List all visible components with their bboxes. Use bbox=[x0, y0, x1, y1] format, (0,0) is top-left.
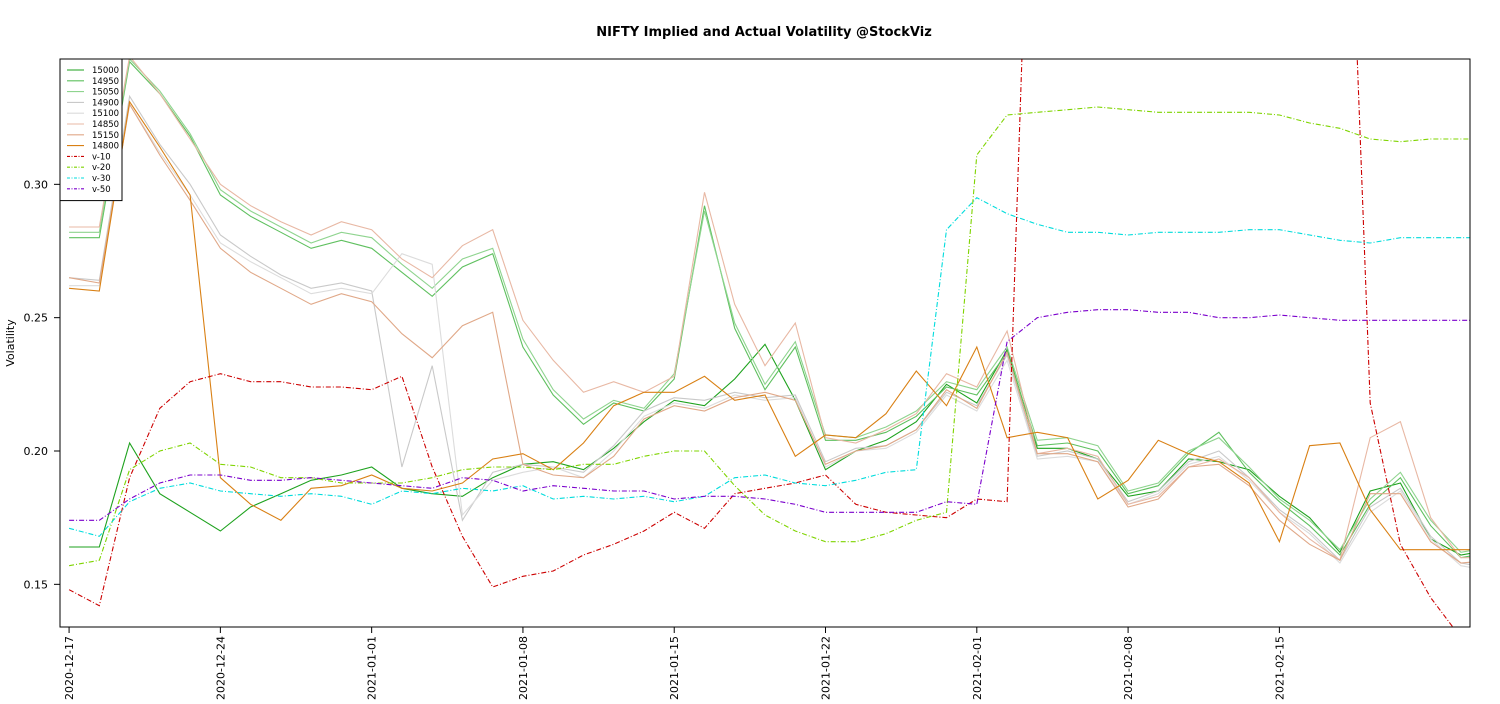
legend: 1500014950150501490015100148501515014800… bbox=[59, 58, 123, 202]
x-tick-label: 2021-02-01 bbox=[971, 636, 984, 700]
legend-label-15050: 15050 bbox=[92, 88, 119, 98]
y-tick-label: 0.30 bbox=[24, 178, 49, 191]
series-line-15000 bbox=[69, 343, 1470, 556]
series-line-15100 bbox=[69, 102, 1470, 568]
x-tick-label: 2021-01-01 bbox=[366, 636, 379, 700]
y-tick-label: 0.20 bbox=[24, 445, 49, 458]
series-line-14850 bbox=[69, 59, 1470, 562]
y-axis-label: Volatility bbox=[4, 319, 17, 367]
series-line-v-30 bbox=[68, 197, 1470, 537]
legend-label-15100: 15100 bbox=[92, 109, 119, 119]
legend-label-15000: 15000 bbox=[92, 66, 119, 76]
series-line-14950 bbox=[69, 60, 1470, 559]
series-line-15050 bbox=[69, 59, 1470, 553]
series-layer bbox=[68, 59, 1470, 627]
legend-label-14800: 14800 bbox=[92, 142, 119, 152]
legend-label-14950: 14950 bbox=[92, 77, 119, 87]
legend-label-14900: 14900 bbox=[92, 98, 119, 108]
x-tick-label: 2021-02-08 bbox=[1122, 636, 1135, 700]
legend-label-v-10: v-10 bbox=[92, 152, 111, 162]
legend-label-15150: 15150 bbox=[92, 131, 119, 141]
chart-title: NIFTY Implied and Actual Volatility @Sto… bbox=[596, 25, 932, 40]
y-tick-label: 0.15 bbox=[24, 578, 49, 591]
series-line-14800 bbox=[69, 100, 1470, 551]
legend-label-14850: 14850 bbox=[92, 120, 119, 130]
series-line-15150 bbox=[69, 102, 1470, 564]
x-tick-label: 2021-01-22 bbox=[820, 636, 833, 700]
series-line-v-10 bbox=[68, 59, 1454, 627]
legend-label-v-20: v-20 bbox=[92, 163, 111, 173]
x-tick-label: 2020-12-24 bbox=[214, 636, 227, 700]
legend-label-v-30: v-30 bbox=[92, 174, 111, 184]
legend-label-v-50: v-50 bbox=[92, 185, 111, 195]
series-line-v-50 bbox=[69, 309, 1470, 521]
series-line-v-20 bbox=[69, 106, 1470, 567]
y-tick-label: 0.25 bbox=[24, 312, 49, 325]
x-tick-label: 2020-12-17 bbox=[63, 636, 76, 700]
legend-box bbox=[59, 58, 123, 202]
x-tick-label: 2021-02-15 bbox=[1273, 636, 1286, 700]
x-tick-label: 2021-01-08 bbox=[517, 636, 530, 700]
x-tick-label: 2021-01-15 bbox=[668, 636, 681, 700]
plot-frame bbox=[59, 58, 1471, 628]
axis-layer: 0.15 0.20 0.25 0.30 2020-12-17 2020-12-24 2021… bbox=[24, 178, 1287, 700]
